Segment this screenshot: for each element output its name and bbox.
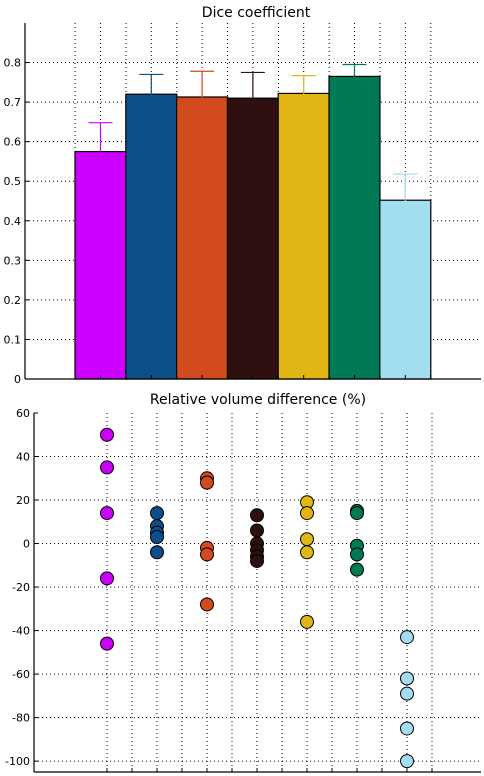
data-point: [200, 475, 214, 490]
dice-chart-error-bars: [88, 63, 418, 225]
data-point: [100, 636, 114, 651]
error-bar: [342, 63, 367, 90]
data-point: [100, 427, 114, 442]
dice-coefficient-chart: Dice coefficient 00.10.20.30.40.50.60.70…: [4, 5, 481, 386]
y-tick-label: 0: [23, 538, 30, 551]
rvd-chart-y-ticks: -100 -80 -60 -40 -20 0 20 40 60: [5, 407, 38, 768]
y-tick-label: 0.6: [4, 136, 22, 149]
error-bar: [139, 73, 164, 115]
dice-chart-bars: [74, 75, 432, 380]
data-point: [400, 686, 414, 701]
error-bar: [240, 71, 265, 126]
rvd-chart-points: [100, 427, 414, 769]
y-tick-label: 20: [16, 494, 30, 507]
bar: [176, 96, 229, 380]
y-tick-label: 0.4: [4, 215, 22, 228]
y-tick-label: 0.5: [4, 175, 22, 188]
data-point: [350, 547, 364, 562]
data-point: [250, 523, 264, 538]
data-point: [100, 506, 114, 521]
y-tick-label: 0.2: [4, 294, 22, 307]
bar: [379, 199, 432, 380]
y-tick-label: 0: [14, 373, 21, 386]
data-point: [300, 614, 314, 629]
rvd-chart-title: Relative volume difference (%): [150, 392, 366, 408]
dice-chart-title: Dice coefficient: [202, 5, 311, 21]
y-tick-label: 60: [16, 407, 30, 420]
bar: [74, 150, 127, 380]
bar: [277, 92, 330, 380]
data-point: [250, 508, 264, 523]
data-point: [100, 460, 114, 475]
y-tick-label: -20: [12, 581, 30, 594]
data-point: [150, 545, 164, 560]
data-point: [150, 530, 164, 545]
bar: [125, 93, 178, 380]
error-bar: [88, 122, 113, 176]
y-tick-label: -100: [5, 755, 30, 768]
rvd-chart-axes: [33, 413, 481, 773]
relative-volume-difference-chart: Relative volume difference (%) -100 -80 -6…: [5, 392, 481, 773]
data-point: [200, 597, 214, 612]
data-point: [300, 506, 314, 521]
y-tick-label: -60: [12, 668, 30, 681]
y-tick-label: 0.8: [4, 57, 22, 70]
data-point: [200, 547, 214, 562]
data-point: [300, 545, 314, 560]
data-point: [400, 754, 414, 769]
data-point: [250, 553, 264, 568]
data-point: [400, 671, 414, 686]
data-point: [100, 571, 114, 586]
data-point: [400, 721, 414, 736]
y-tick-label: -40: [12, 625, 30, 638]
error-bar: [291, 75, 316, 110]
data-point: [300, 532, 314, 547]
y-tick-label: 0.1: [4, 333, 22, 346]
data-point: [400, 630, 414, 645]
dice-chart-y-ticks: 0 0.1 0.2 0.3 0.4 0.5 0.6 0.7 0.8: [4, 57, 29, 386]
bar: [328, 75, 381, 380]
data-point: [350, 562, 364, 577]
y-tick-label: -80: [12, 712, 30, 725]
y-tick-label: 40: [16, 451, 30, 464]
y-tick-label: 0.7: [4, 96, 22, 109]
y-tick-label: 0.3: [4, 254, 22, 267]
bar: [226, 97, 279, 380]
error-bar: [393, 173, 418, 225]
data-point: [150, 506, 164, 521]
dice-chart-axes: [24, 23, 481, 380]
data-point: [350, 506, 364, 521]
error-bar: [190, 70, 215, 130]
